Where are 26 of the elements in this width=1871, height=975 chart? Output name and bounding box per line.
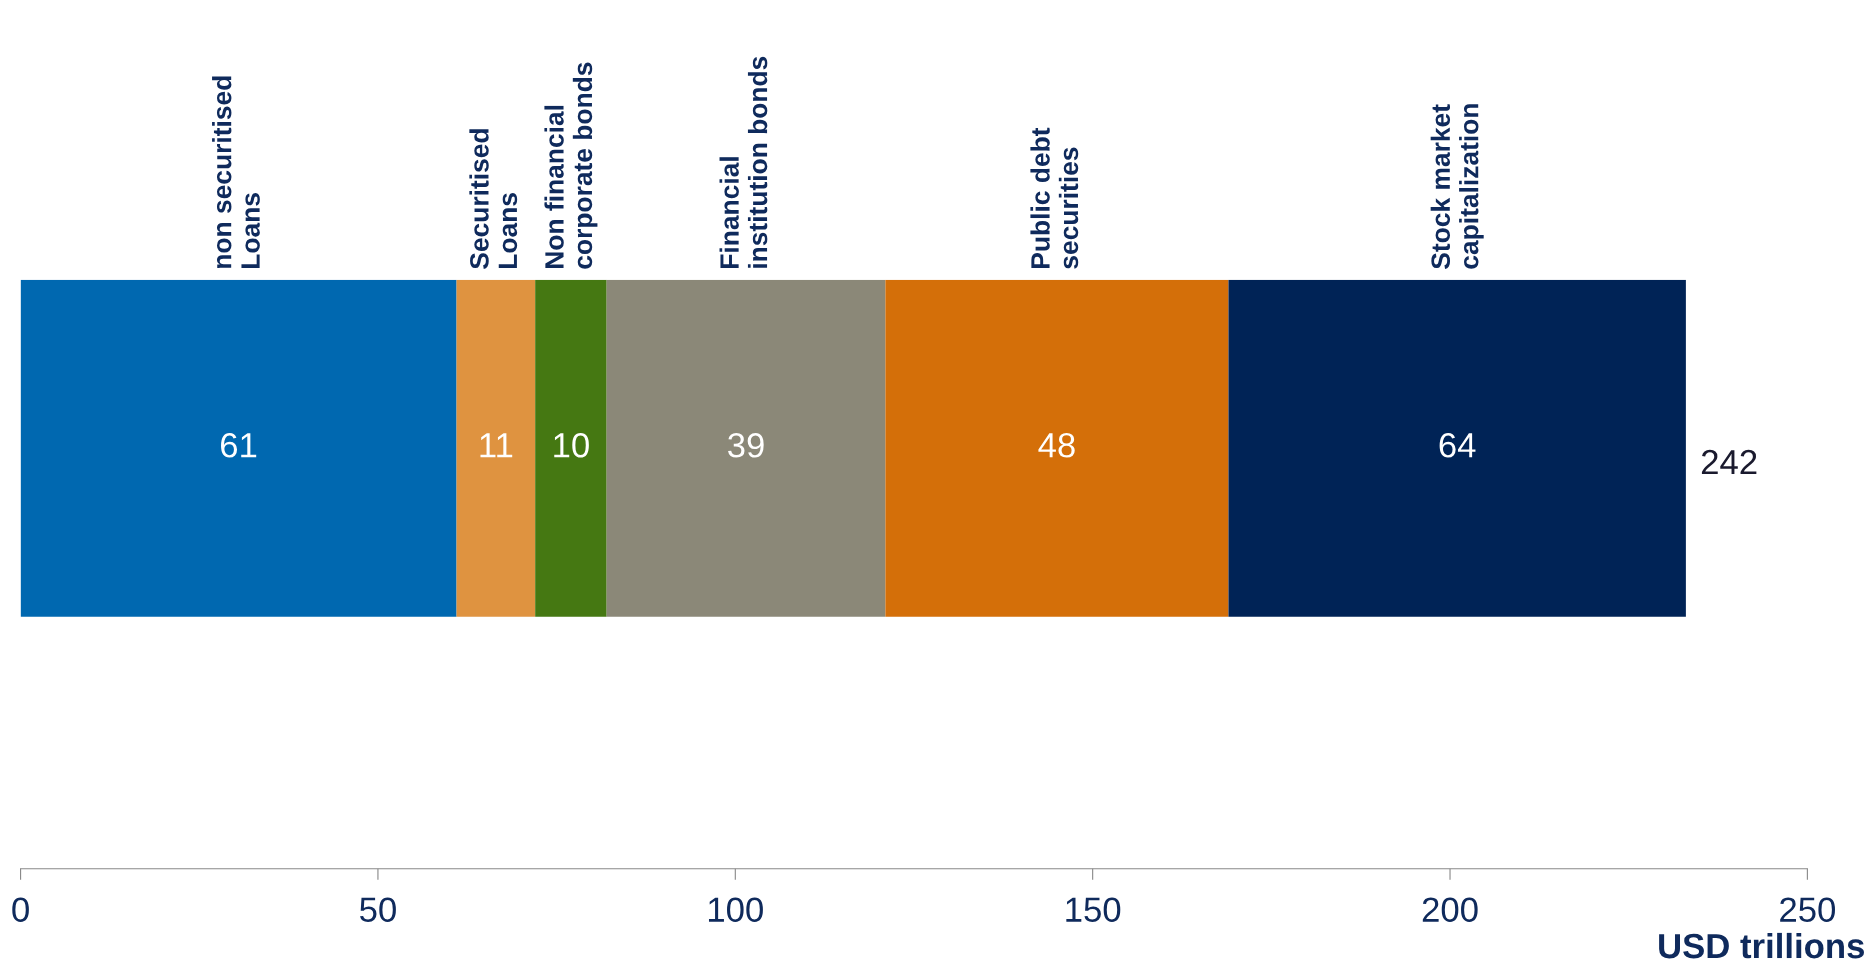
x-tick-label: 250 bbox=[1780, 897, 1835, 923]
text: Financial institution bonds bbox=[719, 56, 768, 268]
annotation: 242 bbox=[1701, 449, 1757, 475]
x-tick-label: 150 bbox=[1066, 897, 1121, 923]
bar bbox=[1228, 279, 1686, 617]
x-tick-label: 50 bbox=[360, 897, 396, 923]
x-tick-label: 200 bbox=[1422, 897, 1478, 923]
text: Securitised Loans bbox=[469, 129, 518, 269]
text: non securitised Loans bbox=[212, 76, 260, 268]
bar bbox=[606, 279, 886, 617]
bar bbox=[535, 279, 607, 617]
x-tick-label: 0 bbox=[12, 897, 29, 923]
data-label: 64 bbox=[1439, 433, 1476, 458]
x-tick-label: 100 bbox=[708, 897, 763, 923]
data-label: 48 bbox=[1038, 433, 1075, 458]
text: Public debt securities bbox=[1030, 127, 1079, 269]
data-label: 39 bbox=[728, 433, 764, 458]
x-axis-title: USD trillions bbox=[1659, 932, 1864, 959]
bar bbox=[20, 279, 457, 617]
text: Stock market capitalization bbox=[1430, 104, 1484, 269]
text: Non financial corporate bonds bbox=[544, 62, 598, 269]
bar bbox=[456, 279, 536, 617]
bar bbox=[885, 279, 1229, 617]
data-label: 10 bbox=[554, 433, 589, 458]
data-label: 11 bbox=[480, 433, 513, 458]
data-label: 61 bbox=[221, 433, 257, 458]
